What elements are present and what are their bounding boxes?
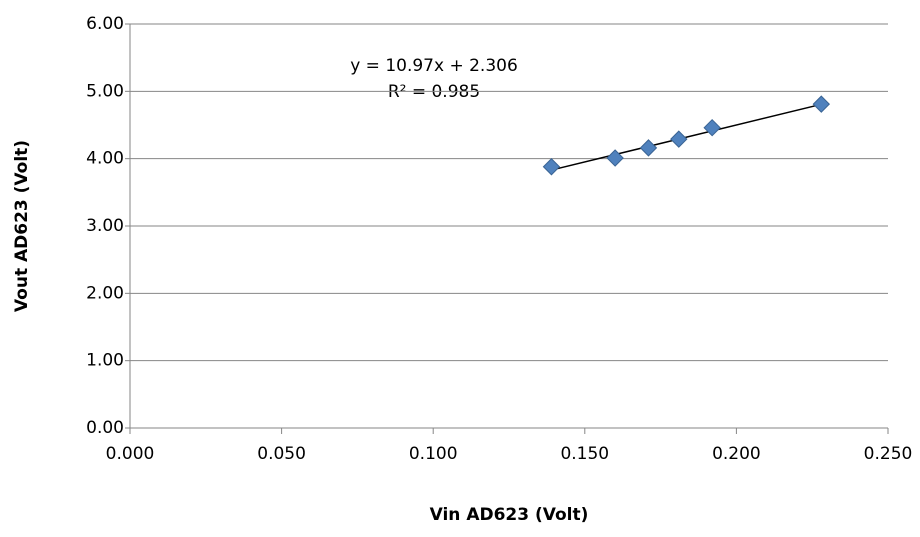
- x-tick-label: 0.250: [864, 444, 913, 464]
- trendline: [551, 104, 821, 170]
- y-tick-label: 1.00: [86, 351, 124, 371]
- x-axis-title: Vin AD623 (Volt): [430, 505, 589, 525]
- y-tick-label: 4.00: [86, 149, 124, 169]
- r-squared: R² = 0.985: [388, 82, 480, 102]
- y-tick-label: 0.00: [86, 418, 124, 438]
- point: [704, 120, 720, 136]
- point: [640, 140, 656, 156]
- point: [543, 159, 559, 175]
- x-tick-label: 0.000: [106, 444, 155, 464]
- y-tick-label: 3.00: [86, 216, 124, 236]
- y-tick-label: 5.00: [86, 81, 124, 101]
- x-tick-label: 0.100: [409, 444, 458, 464]
- point: [813, 96, 829, 112]
- x-tick-label: 0.150: [560, 444, 609, 464]
- x-tick-label: 0.050: [257, 444, 306, 464]
- y-tick-label: 2.00: [86, 283, 124, 303]
- point: [607, 150, 623, 166]
- chart: Vin AD623 (Volt) Vout AD623 (Volt) y = 1…: [0, 0, 920, 533]
- point: [671, 131, 687, 147]
- x-tick-label: 0.200: [712, 444, 761, 464]
- trendline-equation: y = 10.97x + 2.306: [350, 56, 518, 76]
- y-axis-title: Vout AD623 (Volt): [12, 140, 32, 312]
- y-tick-label: 6.00: [86, 14, 124, 34]
